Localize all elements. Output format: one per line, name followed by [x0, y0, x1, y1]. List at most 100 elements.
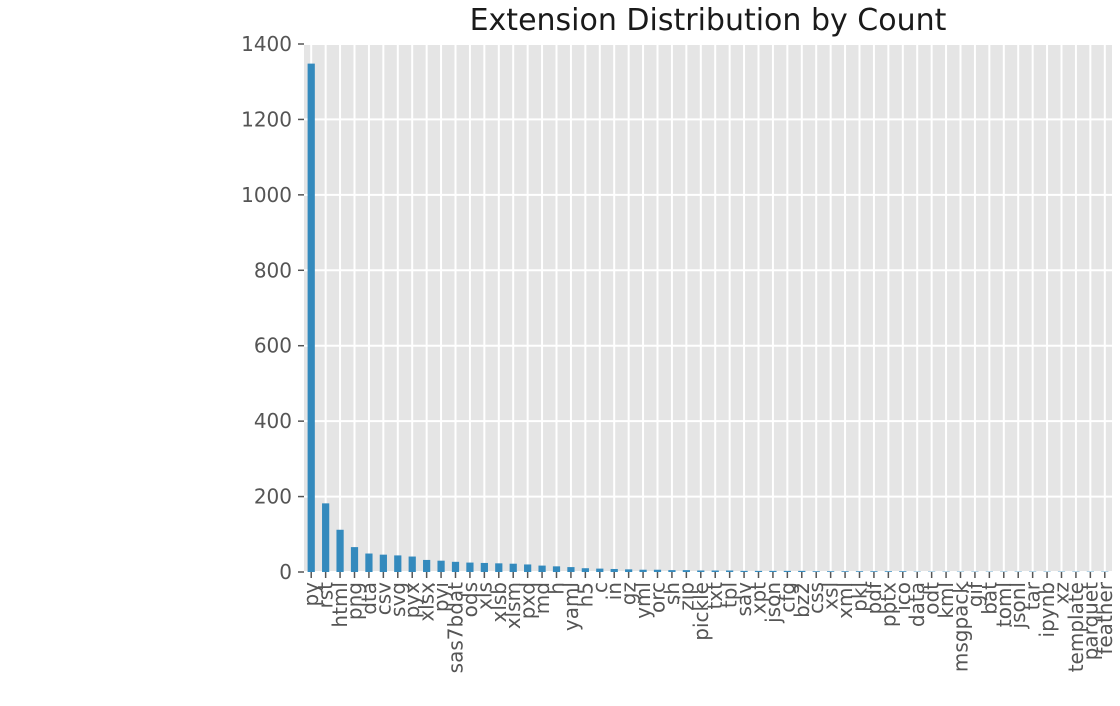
x-tick-label: svg — [386, 582, 410, 617]
bar-h5 — [581, 568, 589, 572]
bar-txt — [711, 570, 719, 572]
x-tick-label: xls — [472, 582, 496, 610]
bar-tpl — [726, 570, 734, 572]
x-tick-label: kml — [934, 582, 958, 619]
bar-ico — [899, 571, 907, 572]
bar-py — [307, 63, 315, 573]
x-tick-label: sas7bdat — [444, 582, 468, 673]
y-tick-label: 200 — [254, 485, 292, 509]
bar-xlsm — [509, 563, 517, 572]
x-tick-label: h — [545, 582, 569, 595]
bar-bz2 — [798, 570, 806, 572]
x-tick-label: xlsm — [501, 582, 525, 629]
x-tick-label: xlsb — [487, 582, 511, 623]
x-tick-label: odt — [920, 582, 944, 615]
y-axis: 0 200 400 600 800 1000 1200 1400 — [241, 32, 304, 584]
x-tick-label: cfg — [775, 582, 799, 613]
x-tick-label: ico — [891, 582, 915, 611]
bar-in — [610, 568, 618, 572]
x-tick-label: txt — [703, 582, 727, 610]
x-tick-label: png — [343, 582, 367, 620]
bar-svg — [394, 555, 402, 572]
x-tick-label: xlsx — [415, 582, 439, 622]
x-tick-label: yml — [631, 582, 655, 619]
bar-xlsb — [495, 563, 503, 572]
bar-css — [812, 571, 820, 572]
x-tick-label: data — [905, 582, 929, 627]
bar-md — [538, 565, 546, 572]
bar-json — [769, 570, 777, 572]
x-tick-label: gif — [963, 581, 987, 607]
x-tick-label: orc — [646, 582, 670, 613]
x-tick-label: json — [761, 582, 785, 624]
x-tick-label: ods — [458, 582, 482, 617]
x-tick-label: pkl — [848, 582, 872, 612]
x-tick-label: gz — [617, 582, 641, 605]
bars — [307, 63, 1109, 573]
x-tick-label: csv — [371, 582, 395, 615]
x-tick-label: h5 — [573, 582, 597, 607]
x-tick-label: pdf — [862, 581, 886, 614]
x-tick-label: toml — [992, 582, 1016, 627]
x-tick-label: bz2 — [790, 582, 814, 618]
y-tick-label: 800 — [254, 258, 292, 282]
bar-zip — [682, 570, 690, 572]
x-tick-label: xz — [1050, 582, 1074, 604]
bar-h — [552, 566, 561, 572]
bar-rst — [322, 503, 330, 572]
x-tick-label: sav — [732, 582, 756, 617]
x-axis: pyrsthtmlpngdtacsvsvgpyxxlsxpyisas7bdato… — [299, 572, 1117, 673]
bar-c — [596, 568, 604, 572]
bar-yml — [639, 569, 647, 572]
bar-pkl — [855, 571, 864, 572]
x-tick-label: md — [530, 582, 554, 614]
y-tick-label: 1200 — [241, 107, 292, 131]
x-tick-label: tpl — [718, 582, 742, 608]
y-tick-label: 400 — [254, 409, 292, 433]
bar-yaml — [567, 567, 575, 572]
bar-pickle — [697, 570, 705, 572]
bar-csv — [379, 554, 387, 572]
bar-pptx — [884, 571, 892, 572]
bar-ods — [466, 562, 474, 572]
bar-sav — [740, 570, 748, 572]
x-tick-label: yaml — [559, 582, 583, 631]
x-tick-label: html — [328, 582, 352, 628]
x-tick-label: rst — [314, 582, 338, 609]
y-tick-label: 600 — [254, 334, 292, 358]
bar-pyi — [437, 560, 445, 572]
x-tick-label: template — [1064, 582, 1088, 672]
bar-xpt — [754, 570, 763, 572]
bar-pdf — [870, 571, 878, 572]
x-tick-label: zip — [674, 582, 698, 611]
x-tick-label: parquet — [1078, 582, 1102, 660]
x-tick-label: css — [804, 582, 828, 614]
bar-xml — [841, 571, 849, 572]
x-tick-label: feather — [1093, 581, 1117, 654]
bar-pxd — [524, 564, 532, 572]
bar-orc — [653, 569, 662, 572]
x-tick-label: xsl — [819, 582, 843, 610]
grid-lines — [304, 43, 1112, 573]
x-tick-label: pyi — [429, 582, 453, 612]
bar-pyx — [408, 556, 416, 572]
bar-xls — [480, 562, 488, 572]
x-tick-label: pxd — [516, 582, 540, 619]
y-tick-label: 1400 — [241, 32, 292, 56]
x-tick-label: sh — [660, 582, 684, 605]
x-tick-label: pptx — [876, 582, 900, 627]
y-tick-label: 0 — [279, 560, 292, 584]
x-tick-label: c — [588, 582, 612, 593]
x-tick-label: pyx — [400, 582, 424, 619]
bar-sh — [668, 570, 676, 572]
x-tick-label: xpt — [747, 582, 771, 615]
bar-gz — [625, 569, 633, 572]
bar-html — [336, 529, 344, 572]
x-tick-label: in — [602, 582, 626, 600]
x-tick-label: msgpack — [949, 582, 973, 673]
x-tick-label: xml — [833, 582, 857, 619]
bar-cfg — [783, 570, 791, 572]
chart-title: Extension Distribution by Count — [470, 3, 947, 38]
bar-xlsx — [423, 559, 431, 572]
